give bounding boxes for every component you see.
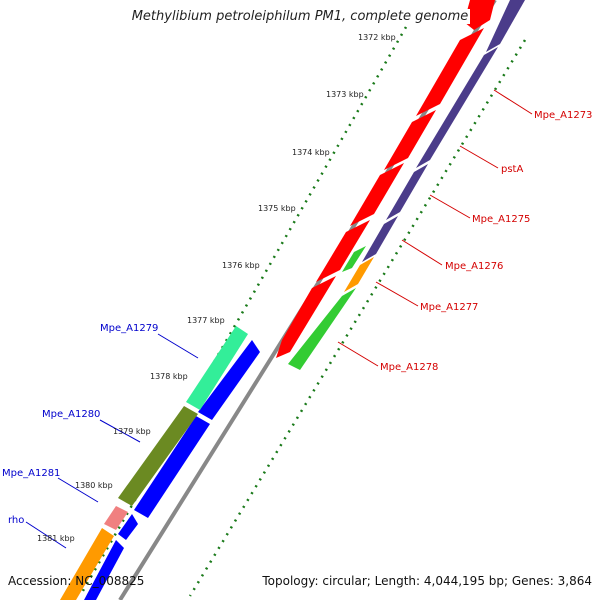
gene-label[interactable]: Mpe_A1280 <box>42 409 100 420</box>
gene-block-purple <box>486 0 525 52</box>
gene-block-green <box>288 288 356 370</box>
tick-label: 1376 kbp <box>222 261 260 270</box>
tick-label: 1375 kbp <box>258 204 296 213</box>
gene-label[interactable]: Mpe_A1276 <box>445 261 503 272</box>
gene-block-reverse <box>134 416 210 518</box>
forward-purple-track <box>288 0 525 370</box>
reverse-outer-track <box>60 326 248 600</box>
reverse-gene-labels: Mpe_A1279 Mpe_A1280 Mpe_A1281 rho <box>2 323 158 526</box>
tick-label: 1374 kbp <box>292 148 330 157</box>
inner-tick-ring <box>188 39 527 597</box>
gene-block-reverse <box>118 514 138 540</box>
gene-label[interactable]: Mpe_A1281 <box>2 468 60 479</box>
reverse-leader-lines <box>25 333 199 549</box>
tick-labels: 1372 kbp 1373 kbp 1374 kbp 1375 kbp 1376… <box>37 33 396 543</box>
gene-block-forward <box>464 0 495 30</box>
gene-block-purple <box>362 216 398 262</box>
gene-label[interactable]: Mpe_A1273 <box>534 110 592 121</box>
tick-label: 1381 kbp <box>37 534 75 543</box>
gene-label[interactable]: Mpe_A1275 <box>472 214 530 225</box>
outer-tick-ring <box>78 19 412 597</box>
forward-leader-lines <box>337 89 533 367</box>
tick-label: 1377 kbp <box>187 316 225 325</box>
gene-block-green-top <box>342 246 366 272</box>
gene-block-orange <box>344 257 374 292</box>
gene-label[interactable]: pstA <box>501 164 523 175</box>
gene-block-forward <box>276 276 336 358</box>
gene-block-forward <box>416 28 484 116</box>
accession-text: Accession: NC_008825 <box>8 574 145 588</box>
gene-label[interactable]: Mpe_A1277 <box>420 302 478 313</box>
gene-block-olive <box>118 406 198 506</box>
gene-block-teal <box>186 326 248 410</box>
map-title-text: Methylibium petroleiphilum PM1, complete… <box>129 9 471 24</box>
map-title: Methylibium petroleiphilum PM1, complete… <box>0 9 600 24</box>
gene-block-purple <box>386 164 428 220</box>
gene-label[interactable]: Mpe_A1278 <box>380 362 438 373</box>
tick-label: 1373 kbp <box>326 90 364 99</box>
tick-label: 1378 kbp <box>150 372 188 381</box>
tick-label: 1372 kbp <box>358 33 396 42</box>
genome-summary-text: Topology: circular; Length: 4,044,195 bp… <box>262 574 592 588</box>
gene-label[interactable]: Mpe_A1279 <box>100 323 158 334</box>
gene-block-reverse <box>198 340 260 420</box>
gene-block-orange-rev <box>60 528 114 600</box>
tick-label: 1380 kbp <box>75 481 113 490</box>
forward-strand-track <box>276 0 495 358</box>
gene-label[interactable]: rho <box>8 515 24 526</box>
reverse-strand-track <box>84 340 260 600</box>
gene-block-purple <box>416 47 498 168</box>
gene-block-forward <box>350 163 404 226</box>
forward-gene-labels: Mpe_A1273 pstA Mpe_A1275 Mpe_A1276 Mpe_A… <box>380 110 592 373</box>
gene-block-forward <box>316 220 370 282</box>
tick-label: 1379 kbp <box>113 427 151 436</box>
gene-block-reverse <box>84 540 124 600</box>
gene-block-pink <box>104 506 128 530</box>
gene-block-forward <box>384 110 436 170</box>
